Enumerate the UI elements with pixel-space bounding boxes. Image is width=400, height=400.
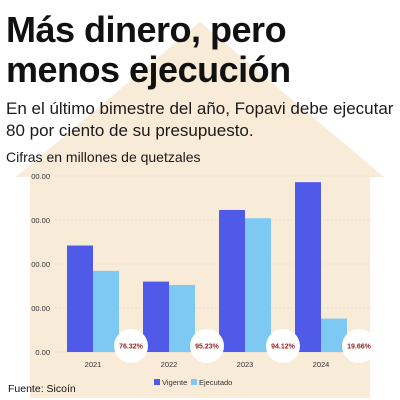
percentage-label: 94.12% [271,344,296,351]
page-subtitle: En el último bimestre del año, Fopavi de… [6,99,394,140]
percentage-label: 19.66% [347,344,372,351]
percentage-badge [190,329,224,363]
units-note: Cifras en millones de quetzales [6,149,201,165]
x-tick-label: 2023 [237,360,254,369]
legend-label: Ejecutado [199,378,232,387]
legend-swatch [191,379,197,385]
x-tick-label: 2024 [313,360,330,369]
legend: Vigente Ejecutado [154,378,232,387]
y-axis-tick-labels: 0.00 00.00 00.00 00.00 00.00 [31,172,50,357]
source-note: Fuente: Sicoín [8,383,76,395]
y-tick-label: 00.00 [31,260,50,269]
percentage-annotations: 76.32% 95.23% 94.12% 19.66% [114,329,376,363]
bar-ejecutado-2021 [93,270,119,352]
x-axis-tick-labels: 2021 2022 2023 2024 [85,360,330,369]
y-tick-label: 00.00 [31,216,50,225]
bar-vigente-2022 [143,281,169,352]
percentage-label: 76.32% [119,344,144,351]
page-title: Más dinero, pero menos ejecución [6,9,291,90]
percentage-badge [266,329,300,363]
x-tick-label: 2022 [161,360,178,369]
bar-vigente-2023 [219,209,245,352]
percentage-badge [114,329,148,363]
y-tick-label: 00.00 [31,304,50,313]
y-tick-label: 00.00 [31,172,50,181]
legend-swatch [154,379,160,385]
bar-ejecutado-2022 [169,284,195,352]
x-tick-label: 2021 [85,360,102,369]
bars [67,182,347,352]
bar-ejecutado-2023 [245,218,271,352]
percentage-badge [342,329,376,363]
bar-vigente-2021 [67,245,93,352]
percentage-label: 95.23% [195,344,220,351]
legend-label: Vigente [162,378,187,387]
bar-vigente-2024 [295,182,321,352]
y-tick-label: 0.00 [35,348,50,357]
